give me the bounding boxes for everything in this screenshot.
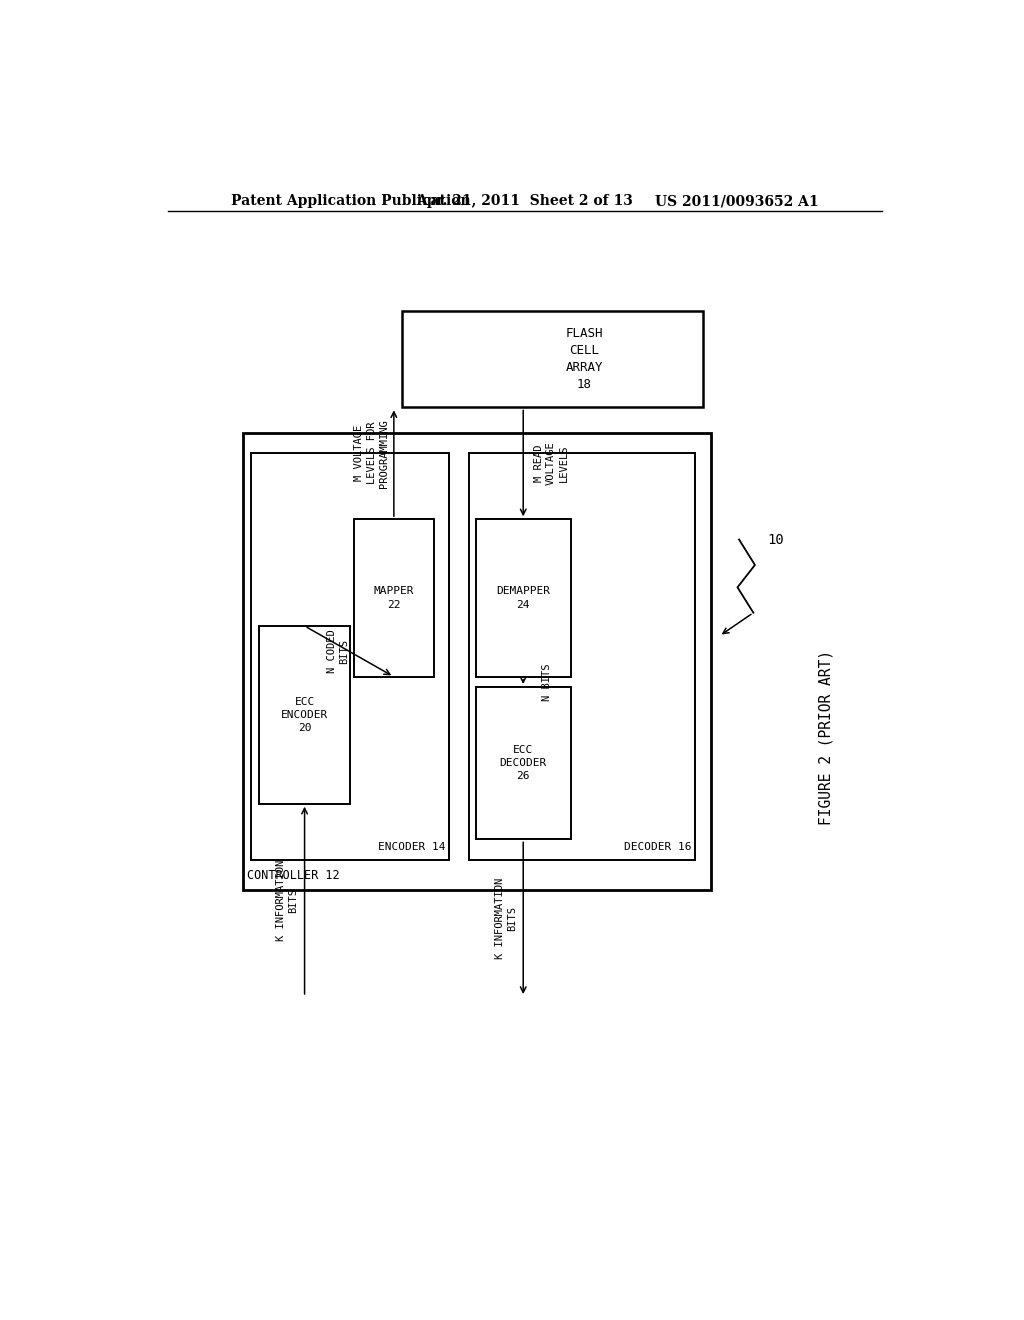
Bar	[354, 519, 433, 677]
Text: 10: 10	[767, 532, 783, 546]
Text: ECC
DECODER
26: ECC DECODER 26	[500, 744, 547, 781]
Text: K INFORMATION
BITS: K INFORMATION BITS	[495, 878, 517, 958]
Text: DEMAPPER
24: DEMAPPER 24	[497, 586, 550, 610]
Bar	[475, 686, 570, 840]
Text: M VOLTAGE
LEVELS FOR
PROGRAMMING: M VOLTAGE LEVELS FOR PROGRAMMING	[354, 418, 389, 487]
Text: CONTROLLER 12: CONTROLLER 12	[247, 869, 340, 882]
Text: M READ
VOLTAGE
LEVELS: M READ VOLTAGE LEVELS	[534, 441, 568, 486]
Text: ENCODER 14: ENCODER 14	[378, 842, 445, 851]
Text: MAPPER
22: MAPPER 22	[374, 586, 414, 610]
Bar	[259, 626, 350, 804]
Text: N CODED
BITS: N CODED BITS	[327, 630, 349, 673]
Bar	[251, 453, 450, 859]
Text: Patent Application Publication: Patent Application Publication	[231, 194, 471, 209]
Bar	[475, 519, 570, 677]
Text: ECC
ENCODER
20: ECC ENCODER 20	[281, 697, 329, 733]
Bar	[243, 433, 712, 890]
Text: US 2011/0093652 A1: US 2011/0093652 A1	[654, 194, 818, 209]
Text: FLASH
CELL
ARRAY
18: FLASH CELL ARRAY 18	[565, 327, 603, 391]
Bar	[469, 453, 695, 859]
Text: Apr. 21, 2011  Sheet 2 of 13: Apr. 21, 2011 Sheet 2 of 13	[417, 194, 633, 209]
Text: DECODER 16: DECODER 16	[624, 842, 691, 851]
Text: N BITS: N BITS	[542, 663, 552, 701]
Text: K INFORMATION
BITS: K INFORMATION BITS	[275, 859, 298, 941]
Text: FIGURE 2 (PRIOR ART): FIGURE 2 (PRIOR ART)	[819, 651, 834, 825]
Bar	[401, 312, 703, 408]
